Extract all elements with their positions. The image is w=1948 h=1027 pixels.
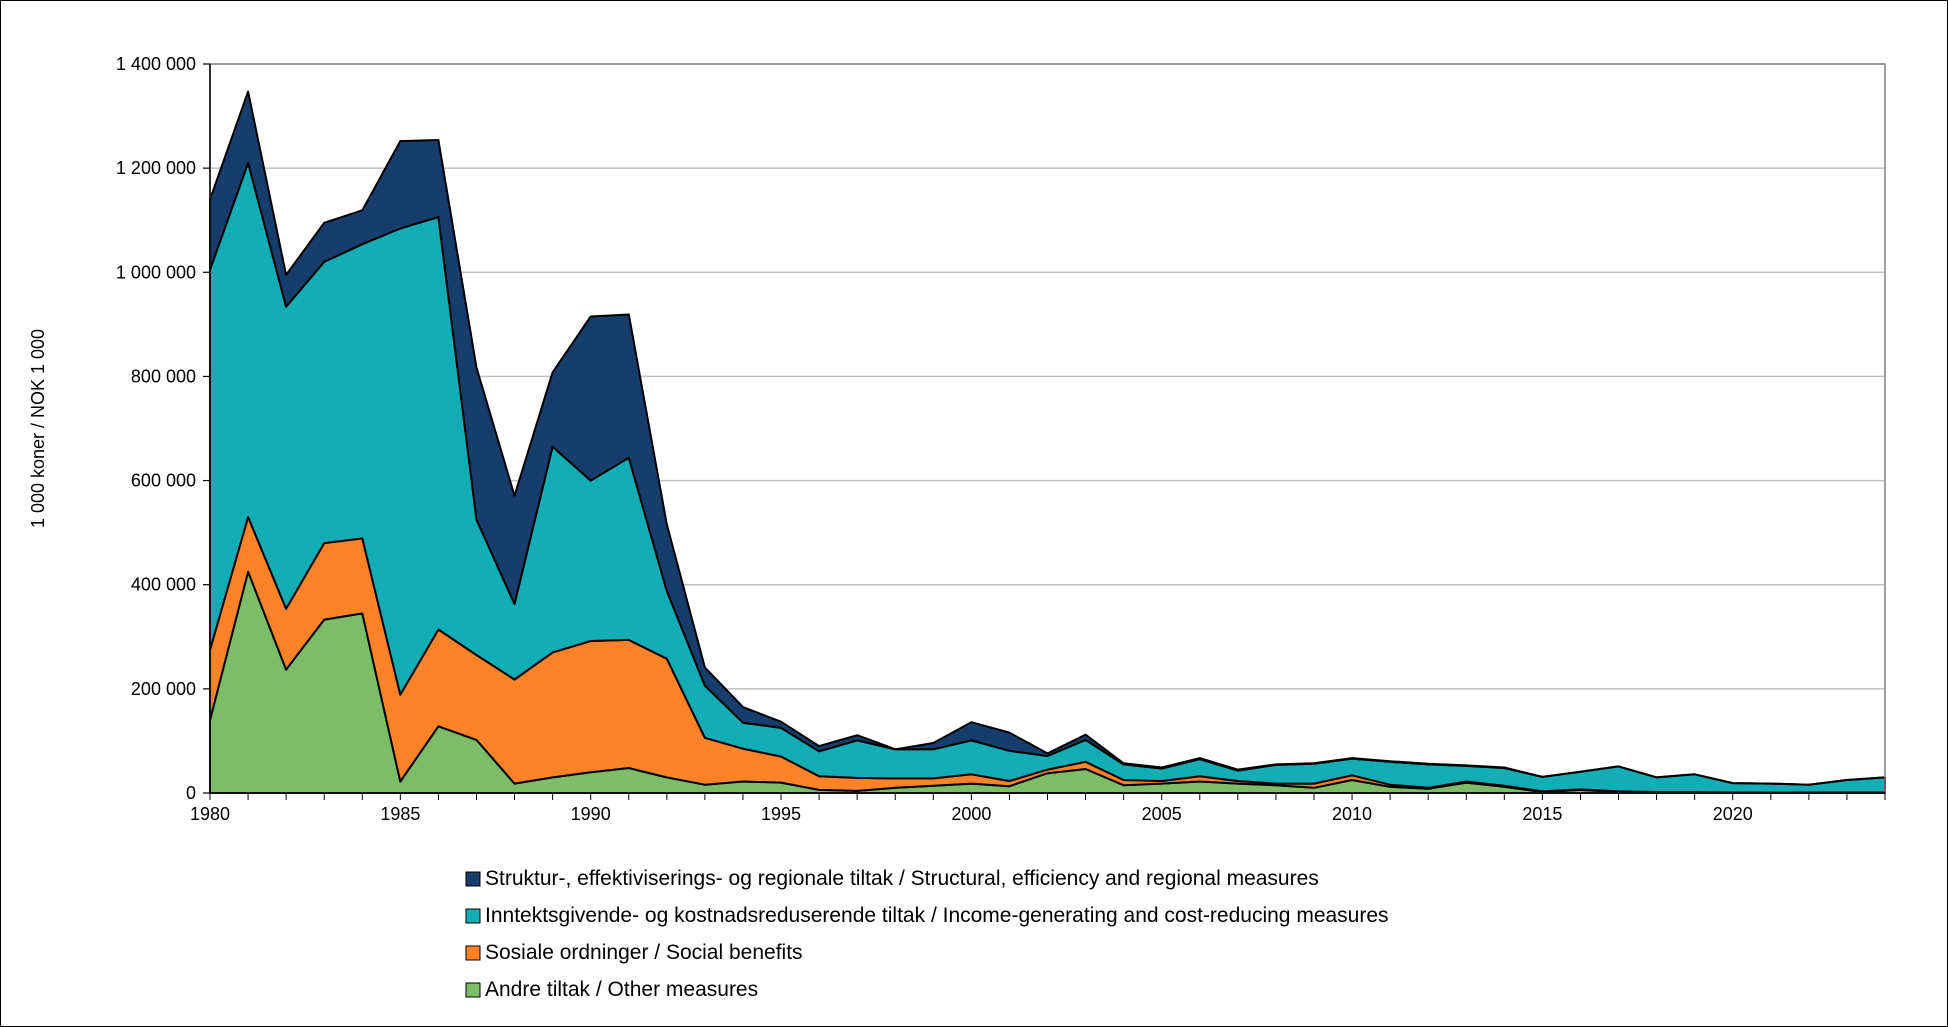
area-series [209,90,1886,794]
legend-label: Sosiale ordninger / Social benefits [485,941,803,964]
y-tick-label: 200 000 [131,679,196,699]
x-tick-label: 2020 [1713,804,1753,824]
legend-swatch [465,871,481,887]
x-tick-label: 2005 [1142,804,1182,824]
y-tick-label: 400 000 [131,575,196,595]
legend-label: Inntektsgivende- og kostnadsreduserende … [485,904,1389,927]
legend-swatch [465,982,481,998]
series-area [209,90,1886,786]
y-tick-label: 0 [186,783,196,803]
legend-label: Struktur-, effektiviserings- og regional… [485,867,1319,890]
x-tick-label: 1985 [380,804,420,824]
legend-swatch [465,908,481,924]
legend: Struktur-, effektiviserings- og regional… [465,867,1389,1001]
x-tick-label: 1980 [190,804,230,824]
legend-label: Andre tiltak / Other measures [485,978,758,1001]
x-tick-label: 2010 [1332,804,1372,824]
y-axis-label: 1 000 koner / NOK 1 000 [28,329,48,528]
legend-swatch [465,945,481,961]
y-tick-label: 1 000 000 [116,262,196,282]
y-tick-label: 600 000 [131,471,196,491]
x-tick-label: 2000 [951,804,991,824]
y-tick-label: 1 200 000 [116,158,196,178]
axis-ticks: 0 200 000 400 000 600 000 800 000 1 000 000 1 … [116,54,1886,824]
y-tick-label: 800 000 [131,366,196,386]
y-tick-label: 1 400 000 [116,54,196,74]
x-tick-label: 2015 [1522,804,1562,824]
x-tick-label: 1995 [761,804,801,824]
x-tick-label: 1990 [571,804,611,824]
